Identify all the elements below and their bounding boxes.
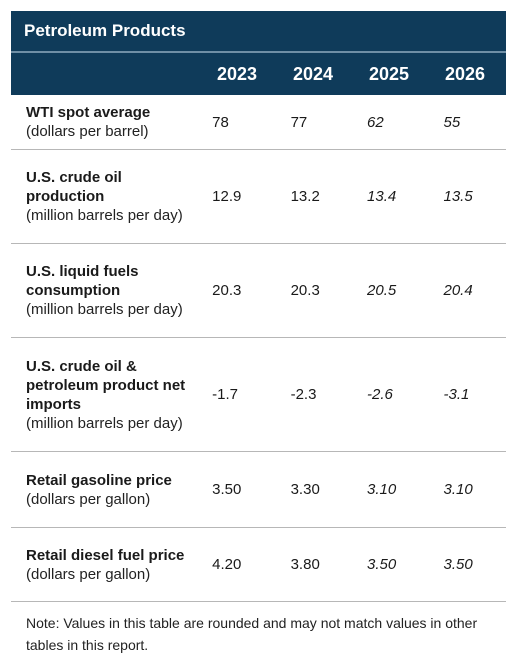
- petroleum-table-card: Petroleum Products 2023 2024 2025 2026 W…: [11, 11, 506, 656]
- table-row: U.S. liquid fuels consumption (million b…: [11, 243, 506, 338]
- year-header: 2026: [444, 63, 486, 84]
- value-cell: 3.80: [276, 527, 354, 602]
- year-header: 2024: [292, 63, 334, 84]
- value-cell: 13.5: [429, 149, 506, 244]
- data-table: WTI spot average (dollars per barrel) 78…: [11, 95, 506, 602]
- row-label: U.S. crude oil & petroleum product net i…: [26, 357, 186, 413]
- row-unit: (million barrels per day): [26, 414, 183, 432]
- value-cell: 3.50: [353, 527, 430, 602]
- value-cell: 3.50: [200, 451, 277, 528]
- table-row: U.S. crude oil production (million barre…: [11, 149, 506, 244]
- row-label: WTI spot average: [26, 104, 151, 121]
- table-row: U.S. crude oil & petroleum product net i…: [11, 337, 506, 452]
- row-unit: (million barrels per day): [26, 301, 183, 318]
- value-cell: 78: [200, 95, 277, 150]
- value-cell: 4.20: [200, 527, 277, 602]
- row-label-cell: U.S. crude oil & petroleum product net i…: [11, 337, 201, 452]
- value-cell: 62: [353, 95, 430, 150]
- value-cell: 20.3: [276, 243, 354, 338]
- year-header: 2023: [216, 63, 258, 84]
- row-label: Retail diesel fuel price: [26, 546, 185, 564]
- row-label: Retail gasoline price: [26, 471, 172, 489]
- row-label: U.S. crude oil production: [26, 169, 122, 205]
- row-label-cell: Retail gasoline price (dollars per gallo…: [11, 451, 201, 528]
- table-row: WTI spot average (dollars per barrel) 78…: [11, 95, 506, 150]
- value-cell: 3.50: [429, 527, 506, 602]
- value-cell: -3.1: [429, 337, 506, 452]
- year-header: 2025: [368, 63, 410, 84]
- value-cell: 55: [429, 95, 506, 150]
- value-cell: 77: [276, 95, 354, 150]
- value-cell: 12.9: [200, 149, 277, 244]
- value-cell: -2.6: [353, 337, 430, 452]
- value-cell: 3.10: [353, 451, 430, 528]
- row-label-cell: U.S. crude oil production (million barre…: [11, 149, 201, 244]
- table-note: Note: Values in this table are rounded a…: [26, 615, 478, 653]
- value-cell: 20.5: [353, 243, 430, 338]
- value-cell: 3.10: [429, 451, 506, 528]
- value-cell: 3.30: [276, 451, 354, 528]
- value-cell: 13.4: [353, 149, 430, 244]
- row-unit: (dollars per gallon): [26, 565, 151, 583]
- row-unit: (dollars per gallon): [26, 490, 151, 508]
- value-cell: 13.2: [276, 149, 354, 244]
- value-cell: -2.3: [276, 337, 354, 452]
- row-label: U.S. liquid fuels consumption: [26, 263, 139, 299]
- row-label-cell: Retail diesel fuel price (dollars per ga…: [11, 527, 201, 602]
- row-label-cell: U.S. liquid fuels consumption (million b…: [11, 243, 201, 338]
- table-row: Retail gasoline price (dollars per gallo…: [11, 451, 506, 528]
- row-label-cell: WTI spot average (dollars per barrel): [11, 95, 201, 150]
- value-cell: 20.3: [200, 243, 277, 338]
- value-cell: -1.7: [200, 337, 277, 452]
- value-cell: 20.4: [429, 243, 506, 338]
- table-title: Petroleum Products: [11, 11, 506, 53]
- table-row: Retail diesel fuel price (dollars per ga…: [11, 527, 506, 602]
- row-unit: (dollars per barrel): [26, 123, 149, 140]
- year-header-row: 2023 2024 2025 2026: [11, 53, 506, 95]
- row-unit: (million barrels per day): [26, 207, 183, 224]
